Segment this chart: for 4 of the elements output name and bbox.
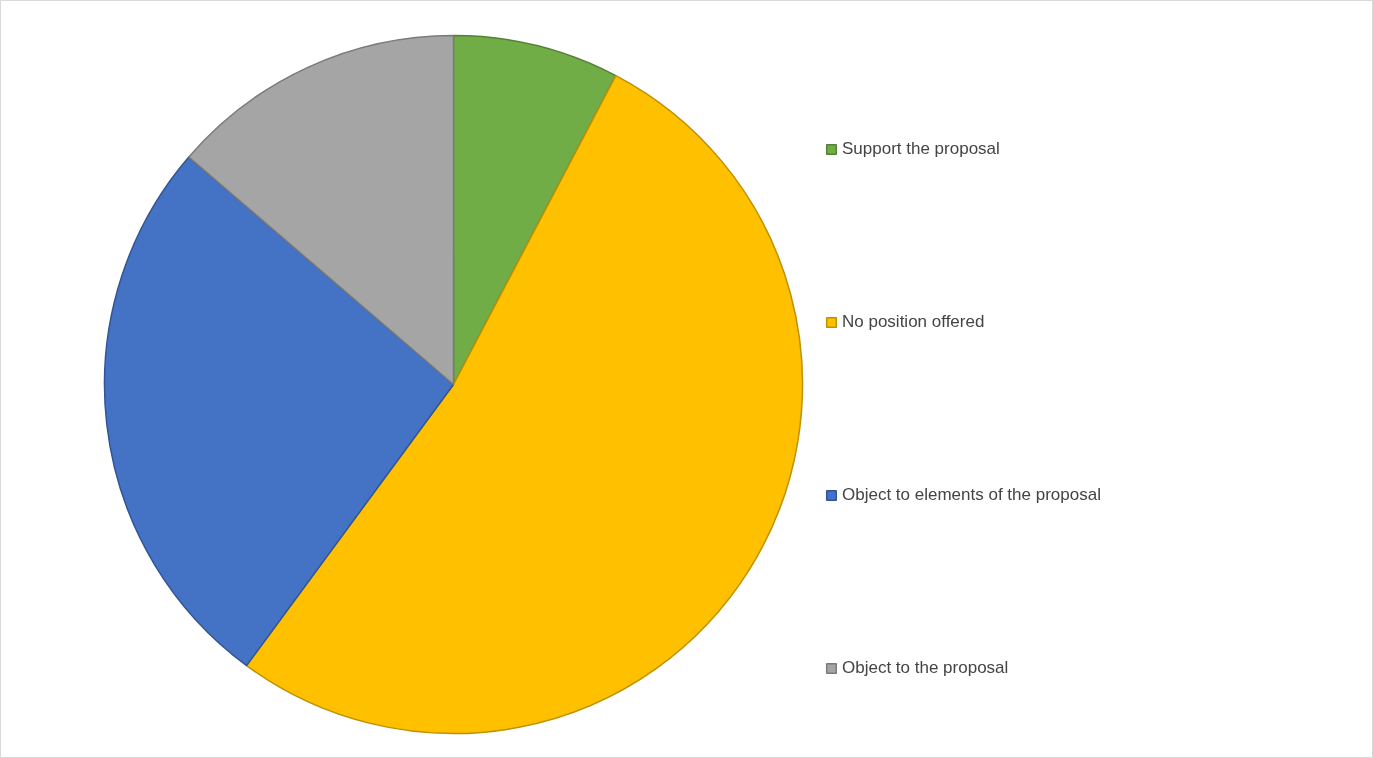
legend-label: Support the proposal (842, 139, 1000, 159)
legend-label: No position offered (842, 312, 985, 332)
legend-label: Object to elements of the proposal (842, 485, 1101, 505)
legend-label: Object to the proposal (842, 658, 1009, 678)
